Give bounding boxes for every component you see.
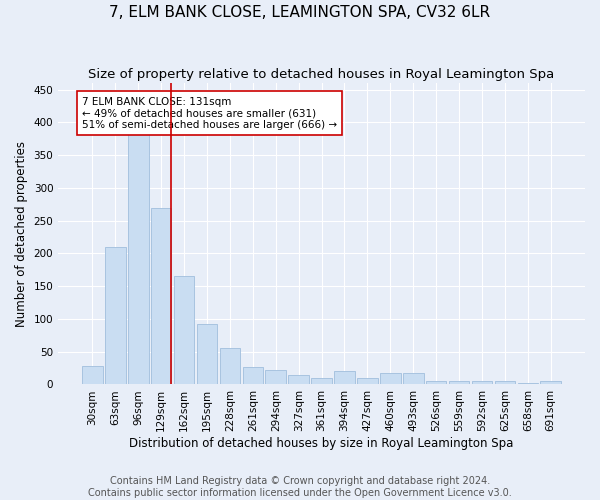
Bar [518, 383, 538, 384]
Bar [289, 374, 309, 384]
Text: Contains HM Land Registry data © Crown copyright and database right 2024.
Contai: Contains HM Land Registry data © Crown c… [88, 476, 512, 498]
Bar [151, 208, 172, 384]
Text: 7, ELM BANK CLOSE, LEAMINGTON SPA, CV32 6LR: 7, ELM BANK CLOSE, LEAMINGTON SPA, CV32 … [109, 5, 491, 20]
X-axis label: Distribution of detached houses by size in Royal Leamington Spa: Distribution of detached houses by size … [130, 437, 514, 450]
Bar [334, 372, 355, 384]
Bar [311, 378, 332, 384]
Bar [541, 381, 561, 384]
Bar [197, 324, 217, 384]
Title: Size of property relative to detached houses in Royal Leamington Spa: Size of property relative to detached ho… [88, 68, 555, 80]
Bar [242, 367, 263, 384]
Bar [220, 348, 240, 384]
Bar [265, 370, 286, 384]
Bar [403, 372, 424, 384]
Bar [174, 276, 194, 384]
Bar [128, 112, 149, 384]
Bar [105, 247, 125, 384]
Bar [449, 381, 469, 384]
Bar [472, 381, 493, 384]
Bar [380, 372, 401, 384]
Bar [426, 381, 446, 384]
Bar [82, 366, 103, 384]
Text: 7 ELM BANK CLOSE: 131sqm
← 49% of detached houses are smaller (631)
51% of semi-: 7 ELM BANK CLOSE: 131sqm ← 49% of detach… [82, 96, 337, 130]
Y-axis label: Number of detached properties: Number of detached properties [15, 141, 28, 327]
Bar [357, 378, 378, 384]
Bar [494, 381, 515, 384]
